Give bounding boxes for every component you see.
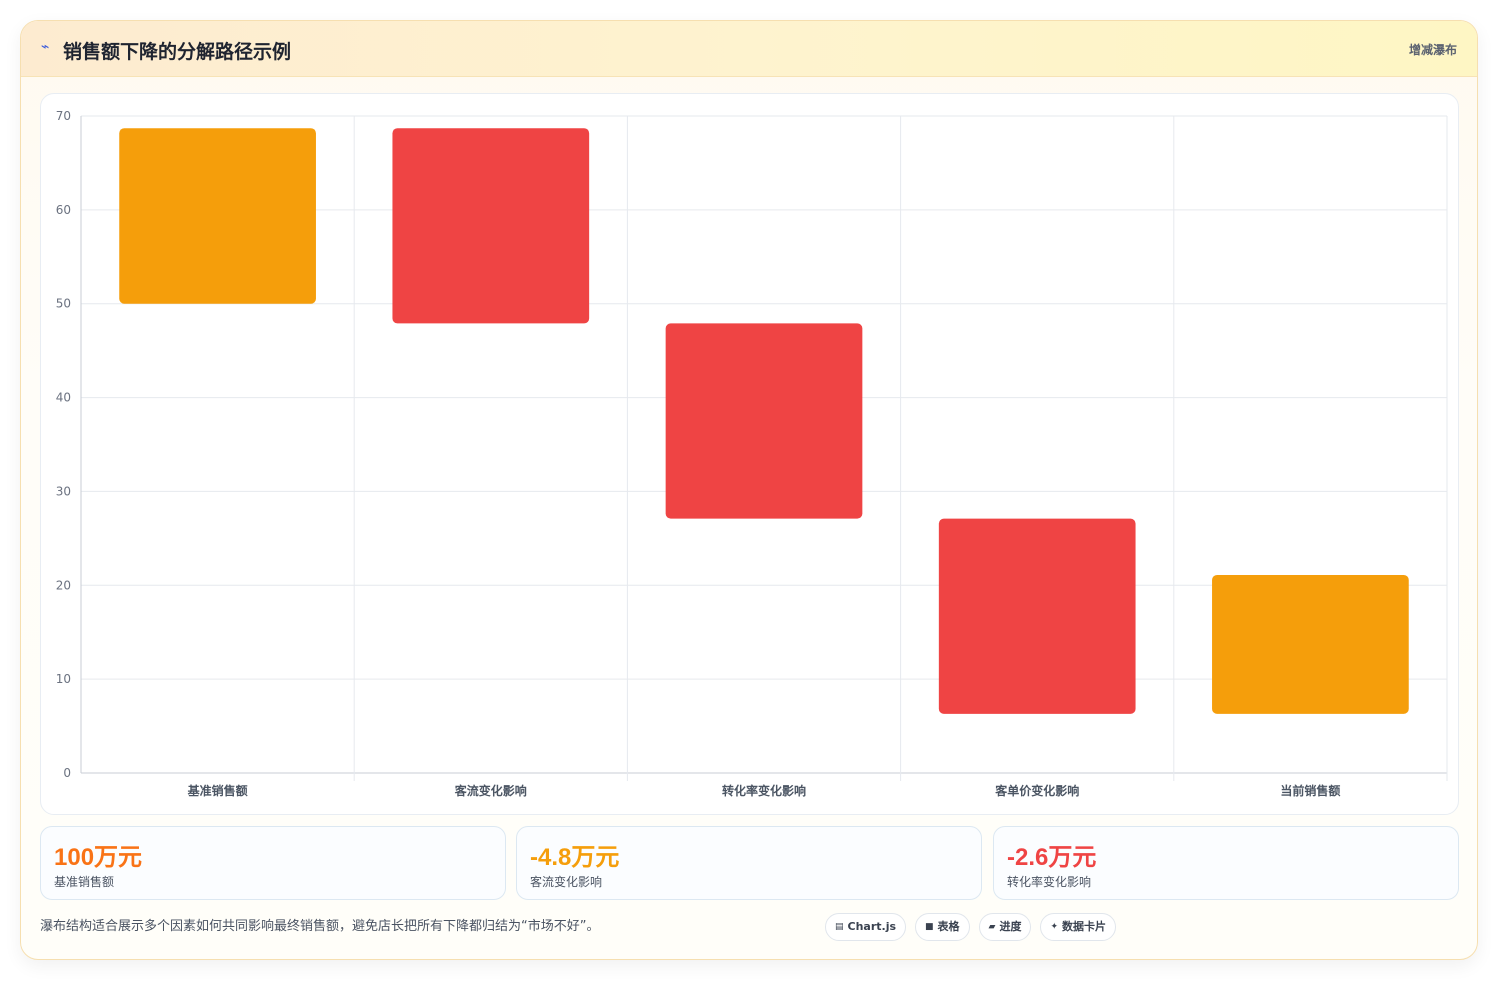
- waterfall-chart: 0 10 20 30 40 50 60 70 基准销售额 客流变化影响 转化率变化影响 客单价变化影响…: [40, 93, 1459, 815]
- footer-note: 瀑布结构适合展示多个因素如何共同影响最终销售额，避免店长把所有下降都归结为“市场…: [40, 919, 600, 934]
- y-tick-label: 50: [56, 297, 71, 311]
- badge-chartjs[interactable]: ▤ Chart.js: [825, 913, 907, 941]
- chart-svg: 0 10 20 30 40 50 60 70 基准销售额 客流变化影响 转化率变化影响 客单价变化影响…: [56, 109, 1448, 798]
- kpi-label-traffic: 客流变化影响: [530, 875, 603, 889]
- tech-badges: ▤ Chart.js ■ 表格 ▰ 进度 ✦ 数据卡片: [825, 913, 1117, 943]
- badge-table[interactable]: ■ 表格: [915, 913, 970, 941]
- y-tick-label: 40: [56, 391, 71, 405]
- badge-data-card[interactable]: ✦ 数据卡片: [1040, 913, 1117, 941]
- kpi-value-traffic: -4.8万元: [530, 844, 620, 871]
- chart-icon: ▤: [835, 922, 844, 932]
- y-tick-label: 10: [56, 672, 71, 686]
- x-category-label: 客单价变化影响: [994, 783, 1079, 798]
- y-tick-label: 30: [56, 484, 71, 498]
- waterfall-bar: [119, 128, 316, 304]
- kpi-card-traffic: -4.8万元 客流变化影响: [516, 826, 982, 900]
- badge-progress[interactable]: ▰ 进度: [978, 913, 1032, 941]
- badge-label: 数据卡片: [1062, 920, 1107, 933]
- kpi-value-conversion: -2.6万元: [1007, 844, 1097, 871]
- chart-line-icon: ⌁: [41, 39, 50, 55]
- kpi-card-conversion: -2.6万元 转化率变化影响: [993, 826, 1459, 900]
- x-category-label: 客流变化影响: [454, 783, 527, 798]
- y-tick-label: 0: [63, 766, 71, 780]
- card-header: ⌁ 销售额下降的分解路径示例 增减瀑布: [21, 21, 1477, 77]
- page-title: 销售额下降的分解路径示例: [63, 41, 292, 63]
- sparkle-icon: ✦: [1050, 922, 1059, 932]
- x-category-label: 当前销售额: [1280, 783, 1340, 798]
- waterfall-bar: [392, 128, 590, 324]
- kpi-label-conversion: 转化率变化影响: [1007, 875, 1092, 889]
- y-tick-label: 60: [56, 203, 71, 217]
- waterfall-bar: [938, 518, 1136, 714]
- kpi-value-base: 100万元: [54, 844, 143, 871]
- x-category-label: 转化率变化影响: [722, 783, 806, 798]
- table-icon: ■: [925, 922, 934, 932]
- badge-label: 进度: [999, 920, 1022, 933]
- x-category-label: 基准销售额: [187, 783, 248, 798]
- kpi-label-base: 基准销售额: [54, 875, 115, 889]
- kpi-card-base: 100万元 基准销售额: [40, 826, 506, 900]
- waterfall-bar: [1212, 574, 1409, 714]
- badge-label: 表格: [937, 920, 960, 933]
- waterfall-bar: [665, 323, 863, 519]
- chart-type-tag: 增减瀑布: [1408, 43, 1457, 57]
- y-tick-label: 20: [56, 578, 71, 592]
- chart-card: ⌁ 销售额下降的分解路径示例 增减瀑布 0 10 20 30 40 50 60 70 基准销售额…: [20, 20, 1478, 960]
- progress-icon: ▰: [988, 922, 996, 932]
- y-tick-label: 70: [56, 109, 71, 123]
- badge-label: Chart.js: [847, 920, 897, 933]
